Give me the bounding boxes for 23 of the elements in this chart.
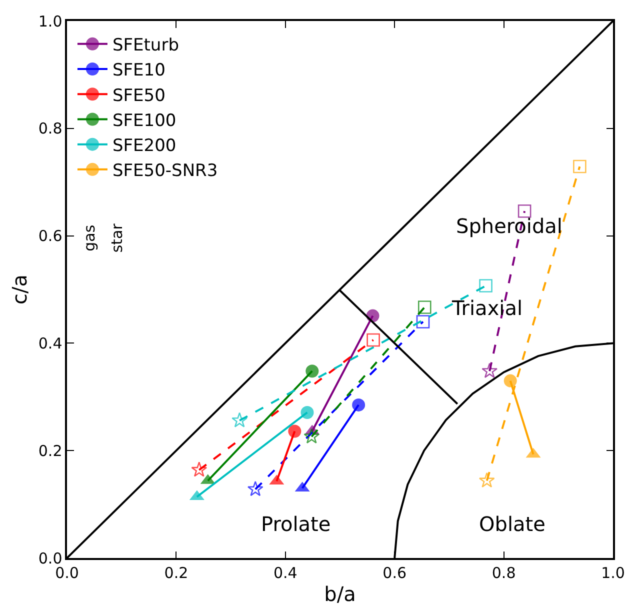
x-axis-title: b/a xyxy=(324,582,356,606)
annotation: star xyxy=(108,222,126,253)
legend-label: SFE50-SNR3 xyxy=(112,161,218,182)
y-axis-title: c/a xyxy=(7,274,32,304)
legend-label: SFE200 xyxy=(112,136,176,156)
legend-label: SFE100 xyxy=(112,110,176,131)
y-tick-label: 0.4 xyxy=(38,334,62,352)
annotation: Oblate xyxy=(479,512,546,536)
x-tick-label: 0.6 xyxy=(382,564,407,582)
annotation: Triaxial xyxy=(451,296,523,320)
x-tick-label: 0.2 xyxy=(164,564,188,582)
x-tick-label: 0.4 xyxy=(273,564,298,582)
legend-label: SFEturb xyxy=(112,36,179,56)
x-tick-label: 1.0 xyxy=(601,564,625,582)
y-tick-label: 0.6 xyxy=(38,227,62,246)
y-tick-label: 0.8 xyxy=(38,120,62,138)
annotation: gas xyxy=(80,224,99,252)
x-tick-label: 0.8 xyxy=(492,564,516,582)
legend-label: SFE10 xyxy=(112,60,166,81)
legend-label: SFE50 xyxy=(112,86,166,106)
y-tick-label: 0.2 xyxy=(38,442,62,460)
y-tick-label: 1.0 xyxy=(38,12,62,30)
annotation: Prolate xyxy=(261,512,331,536)
